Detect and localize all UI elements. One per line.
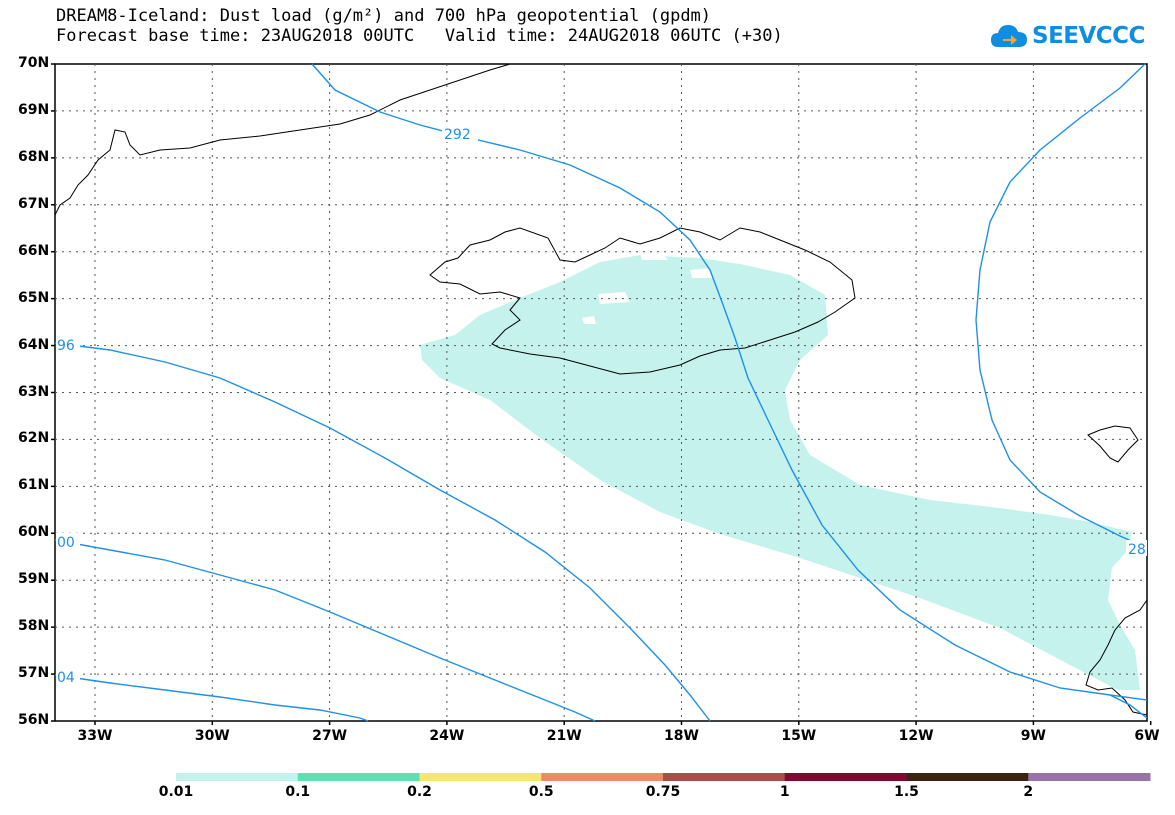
brand-name: SEEVCCC	[1032, 23, 1145, 49]
lon-label: 33W	[77, 728, 113, 744]
contour-label-group: 292 96 00 04 28	[56, 124, 1147, 686]
faroe-coast	[1087, 425, 1139, 463]
colorbar-label: 0.01	[158, 784, 194, 800]
forecast-time-line: Forecast base time: 23AUG2018 00UTC Vali…	[56, 26, 783, 46]
colorbar-label: 0.2	[407, 784, 432, 800]
colorbar-segment	[1028, 773, 1151, 781]
colorbar-segment	[176, 773, 299, 781]
lat-label: 63N	[18, 383, 50, 400]
lat-label: 59N	[18, 571, 50, 588]
lon-label: 6W	[1134, 728, 1160, 744]
colorbar	[176, 773, 1151, 781]
colorbar-label: 2	[1023, 784, 1034, 800]
cloud-logo-icon	[991, 25, 1027, 47]
colorbar-label: 1	[779, 784, 790, 800]
map-title: DREAM8-Iceland: Dust load (g/m²) and 700…	[56, 6, 712, 26]
colorbar-segment	[663, 773, 786, 781]
contour-sw-corner	[1109, 694, 1148, 719]
contour-288-east	[975, 63, 1148, 549]
lon-label: 21W	[546, 728, 582, 744]
colorbar-segment	[297, 773, 420, 781]
colorbar-label: 1.5	[894, 784, 919, 800]
lon-label: 12W	[898, 728, 934, 744]
contour-label-28: 28	[1128, 542, 1146, 558]
lat-label: 62N	[18, 430, 50, 447]
colorbar-segment	[906, 773, 1029, 781]
contour-304	[54, 674, 369, 722]
contour-label-96: 96	[57, 338, 75, 354]
lat-label: 61N	[18, 477, 50, 494]
iceland-coast	[429, 227, 856, 375]
lon-label: 24W	[429, 728, 465, 744]
lon-label: 30W	[194, 728, 230, 744]
colorbar-label: 0.5	[528, 784, 554, 800]
lat-label: 67N	[18, 195, 50, 212]
contour-300	[54, 539, 596, 722]
lon-label: 18W	[664, 728, 699, 744]
greenland-coast	[54, 63, 511, 216]
lon-label: 27W	[312, 728, 348, 744]
lat-label: 70N	[18, 55, 50, 71]
colorbar-segment	[784, 773, 907, 781]
axis-ticks	[51, 63, 1152, 725]
contour-label-00: 00	[57, 535, 75, 551]
colorbar-label: 0.1	[285, 784, 311, 800]
lat-label: 65N	[18, 289, 50, 306]
lon-label: 9W	[1020, 728, 1046, 744]
coastlines	[54, 63, 1148, 716]
lat-label: 57N	[18, 665, 50, 682]
contour-label-04: 04	[57, 670, 75, 686]
dust-load-area	[420, 255, 1140, 690]
lat-label: 69N	[18, 101, 50, 118]
scotland-coast	[1085, 599, 1148, 716]
lat-label: 64N	[18, 336, 50, 353]
lat-label: 68N	[18, 148, 50, 165]
lat-label: 56N	[18, 712, 50, 728]
colorbar-segment	[419, 773, 542, 781]
colorbar-label: 0.75	[645, 784, 681, 800]
colorbar-segment	[541, 773, 664, 781]
brand-logo: SEEVCCC	[990, 16, 1145, 56]
graticule	[55, 64, 1147, 721]
lat-label: 58N	[18, 618, 50, 635]
lat-label: 66N	[18, 242, 50, 259]
dust-load-holes	[582, 250, 712, 324]
contour-296	[54, 342, 711, 722]
lat-label: 60N	[18, 524, 50, 541]
lon-label: 15W	[781, 728, 817, 744]
contour-label-292: 292	[444, 127, 471, 143]
